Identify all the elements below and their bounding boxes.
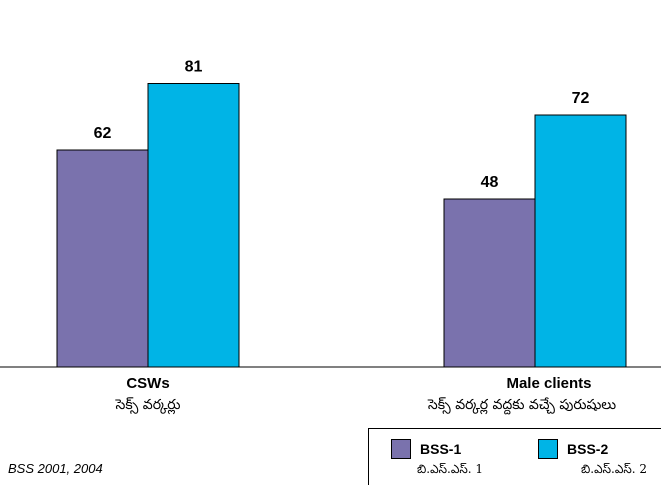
value-label-bss-1-male-clients: 48 <box>481 174 499 191</box>
category-subtitle-csws: సెక్స్ వర్కర్లు <box>115 397 181 413</box>
bar-bss-1-csws <box>56 149 149 368</box>
legend: BSS-1 బి.ఎస్.ఎస్. 1 BSS-2 బి.ఎస్.ఎస్. 2 <box>368 428 661 485</box>
category-label-male-clients: Male clients <box>506 375 592 392</box>
legend-swatch-bss-2 <box>538 439 558 459</box>
legend-label-bss-1: BSS-1 <box>420 441 462 457</box>
legend-swatch-bss-1 <box>391 439 411 459</box>
value-label-bss-1-csws: 62 <box>94 125 112 142</box>
bar-bss-2-csws <box>147 83 240 368</box>
source-note: BSS 2001, 2004 <box>8 461 103 476</box>
bar-bss-1-male-clients <box>443 198 536 368</box>
value-label-bss-2-male-clients: 72 <box>572 90 590 107</box>
value-label-bss-2-csws: 81 <box>185 59 203 76</box>
bar-bss-2-male-clients <box>534 114 627 368</box>
category-subtitle-male-clients: సెక్స్ వర్కర్ల వద్దకు వచ్చే పురుషులు <box>427 397 617 413</box>
legend-label-bss-2: BSS-2 <box>567 441 609 457</box>
legend-sublabel-bss-2: బి.ఎస్.ఎస్. 2 <box>581 462 648 476</box>
legend-sublabel-bss-1: బి.ఎస్.ఎస్. 1 <box>417 462 484 476</box>
bar-chart: 62 81 48 72 <box>0 59 661 368</box>
category-label-csws: CSWs <box>126 375 170 392</box>
